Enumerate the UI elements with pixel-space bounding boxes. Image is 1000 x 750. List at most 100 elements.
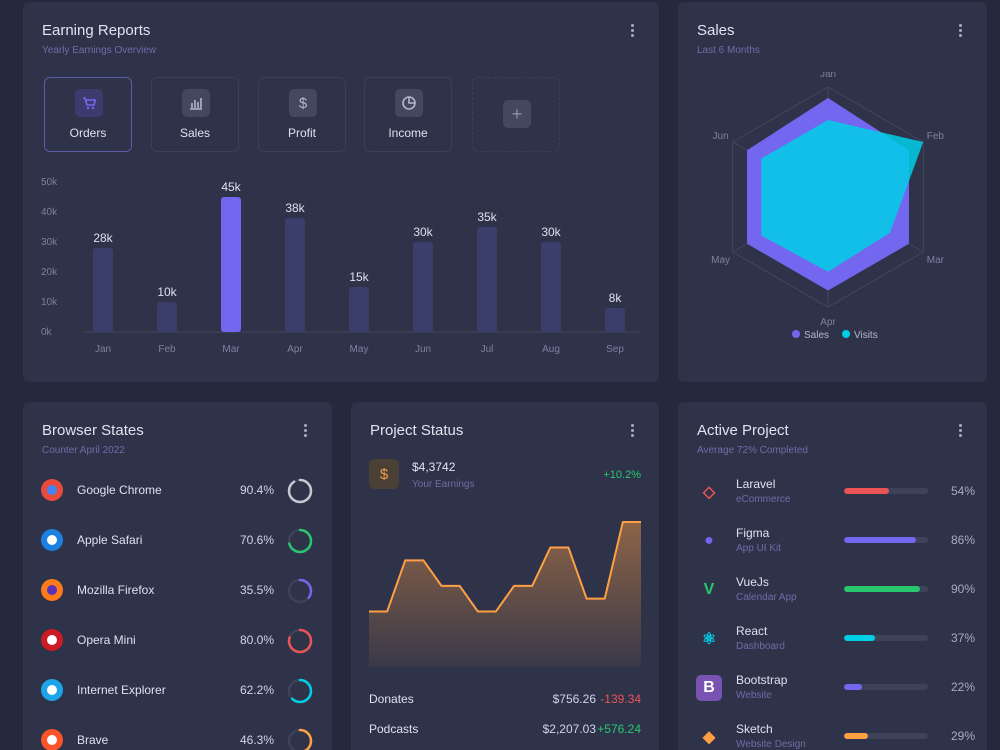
browser-name: Brave <box>77 733 109 747</box>
progress-track <box>844 586 928 592</box>
project-name: VueJs <box>736 575 769 589</box>
project-subtitle: Calendar App <box>736 592 797 603</box>
project-name: Bootstrap <box>736 673 788 687</box>
x-tick-label: May <box>350 344 369 355</box>
sales-more-menu-icon[interactable] <box>953 22 967 40</box>
active-more-menu-icon[interactable] <box>953 422 967 440</box>
data-label: 38k <box>285 201 305 215</box>
project-name: Laravel <box>736 477 776 491</box>
list-item: Brave 46.3% <box>23 725 332 750</box>
figma-icon: ● <box>704 532 714 549</box>
podcasts-value: $2,207.03 <box>542 722 596 736</box>
browser-name: Google Chrome <box>77 483 162 497</box>
vue-icon: V <box>703 581 715 598</box>
earning-reports-title: Earning Reports <box>42 22 151 39</box>
donates-value: $756.26 <box>552 692 596 706</box>
sketch-icon: ◆ <box>702 729 716 746</box>
bar-jul <box>477 227 497 332</box>
tab-sales[interactable]: Sales <box>151 77 239 152</box>
y-tick-label: 0k <box>41 327 53 338</box>
data-label: 30k <box>541 225 561 239</box>
data-label: 8k <box>609 291 623 305</box>
tab-profit-label: Profit <box>287 126 316 140</box>
list-item: ⚛ React Dashboard 37% <box>678 624 987 654</box>
earning-more-menu-icon[interactable] <box>625 22 639 40</box>
browser-percent: 62.2% <box>239 683 274 697</box>
ring-fill <box>287 578 313 604</box>
podcasts-label: Podcasts <box>369 722 419 736</box>
donates-label: Donates <box>369 692 414 706</box>
list-item: V VueJs Calendar App 90% <box>678 575 987 605</box>
bar-apr <box>285 218 305 332</box>
earnings-value: $4,3742 <box>412 460 456 474</box>
list-item: Internet Explorer 62.2% <box>23 675 332 705</box>
data-label: 45k <box>221 180 241 194</box>
x-tick-label: Apr <box>287 344 303 355</box>
browser-more-menu-icon[interactable] <box>298 422 312 440</box>
line-series <box>369 521 641 613</box>
project-name: Figma <box>736 526 770 540</box>
x-tick-label: Jul <box>481 344 494 355</box>
add-tab-button[interactable]: + <box>472 77 560 152</box>
active-project-title: Active Project <box>697 422 789 439</box>
legend-label: Sales <box>804 330 829 341</box>
progress-ring <box>287 728 313 750</box>
browser-name: Mozilla Firefox <box>77 583 155 597</box>
progress-fill <box>844 586 920 592</box>
radar-axis-label: Apr <box>820 317 836 328</box>
browser-name: Opera Mini <box>77 633 136 647</box>
tab-sales-label: Sales <box>179 126 211 140</box>
bar-jan <box>93 248 113 332</box>
ring-fill <box>287 678 313 704</box>
brave-icon <box>41 729 63 750</box>
bar-aug <box>541 242 561 332</box>
react-icon: ⚛ <box>701 631 717 648</box>
progress-ring <box>287 528 313 554</box>
bar-chart-icon <box>182 89 210 117</box>
browser-percent: 46.3% <box>239 733 274 747</box>
podcasts-change: +576.24 <box>597 722 641 736</box>
browser-states-title: Browser States <box>42 422 144 439</box>
y-tick-label: 40k <box>41 207 58 218</box>
list-item: Mozilla Firefox 35.5% <box>23 575 332 605</box>
project-percent: 54% <box>950 484 975 498</box>
ring-fill <box>287 728 313 750</box>
x-tick-label: Jan <box>95 344 111 355</box>
x-tick-label: Feb <box>158 344 176 355</box>
y-tick-label: 10k <box>41 297 58 308</box>
earning-reports-card: Earning Reports Yearly Earnings Overview… <box>23 2 659 382</box>
project-subtitle: Website <box>736 690 772 701</box>
progress-fill <box>844 537 917 543</box>
list-item: ◇ Laravel eCommerce 54% <box>678 477 987 507</box>
radar-axis-label: Jun <box>713 131 729 142</box>
tab-profit[interactable]: $ Profit <box>258 77 346 152</box>
radar-axis-label: Jan <box>820 72 836 80</box>
project-more-menu-icon[interactable] <box>625 422 639 440</box>
project-subtitle: eCommerce <box>736 494 791 505</box>
progress-fill <box>844 684 863 690</box>
y-tick-label: 50k <box>41 177 58 188</box>
donates-row: Donates $756.26 -139.34 <box>369 692 641 712</box>
ring-fill <box>287 528 313 554</box>
bar-mar <box>221 197 241 332</box>
tab-orders[interactable]: Orders <box>44 77 132 152</box>
browser-percent: 70.6% <box>239 533 274 547</box>
y-tick-label: 30k <box>41 237 58 248</box>
browser-states-subtitle: Counter April 2022 <box>42 445 125 456</box>
chrome-icon <box>41 479 63 501</box>
progress-track <box>844 635 928 641</box>
project-line-chart <box>369 521 641 667</box>
data-label: 28k <box>93 231 113 245</box>
data-label: 35k <box>477 210 497 224</box>
plus-icon: + <box>503 100 531 128</box>
tab-income[interactable]: Income <box>364 77 452 152</box>
project-subtitle: Website Design <box>736 739 806 750</box>
bar-feb <box>157 302 177 332</box>
ring-fill <box>287 478 313 504</box>
data-label: 15k <box>349 270 369 284</box>
tab-income-label: Income <box>388 126 428 140</box>
line-area <box>369 522 641 667</box>
ring-fill <box>287 628 313 654</box>
sales-card: Sales Last 6 Months Jan Feb Mar Apr May Jun Sa… <box>678 2 987 382</box>
project-name: Sketch <box>736 722 773 736</box>
